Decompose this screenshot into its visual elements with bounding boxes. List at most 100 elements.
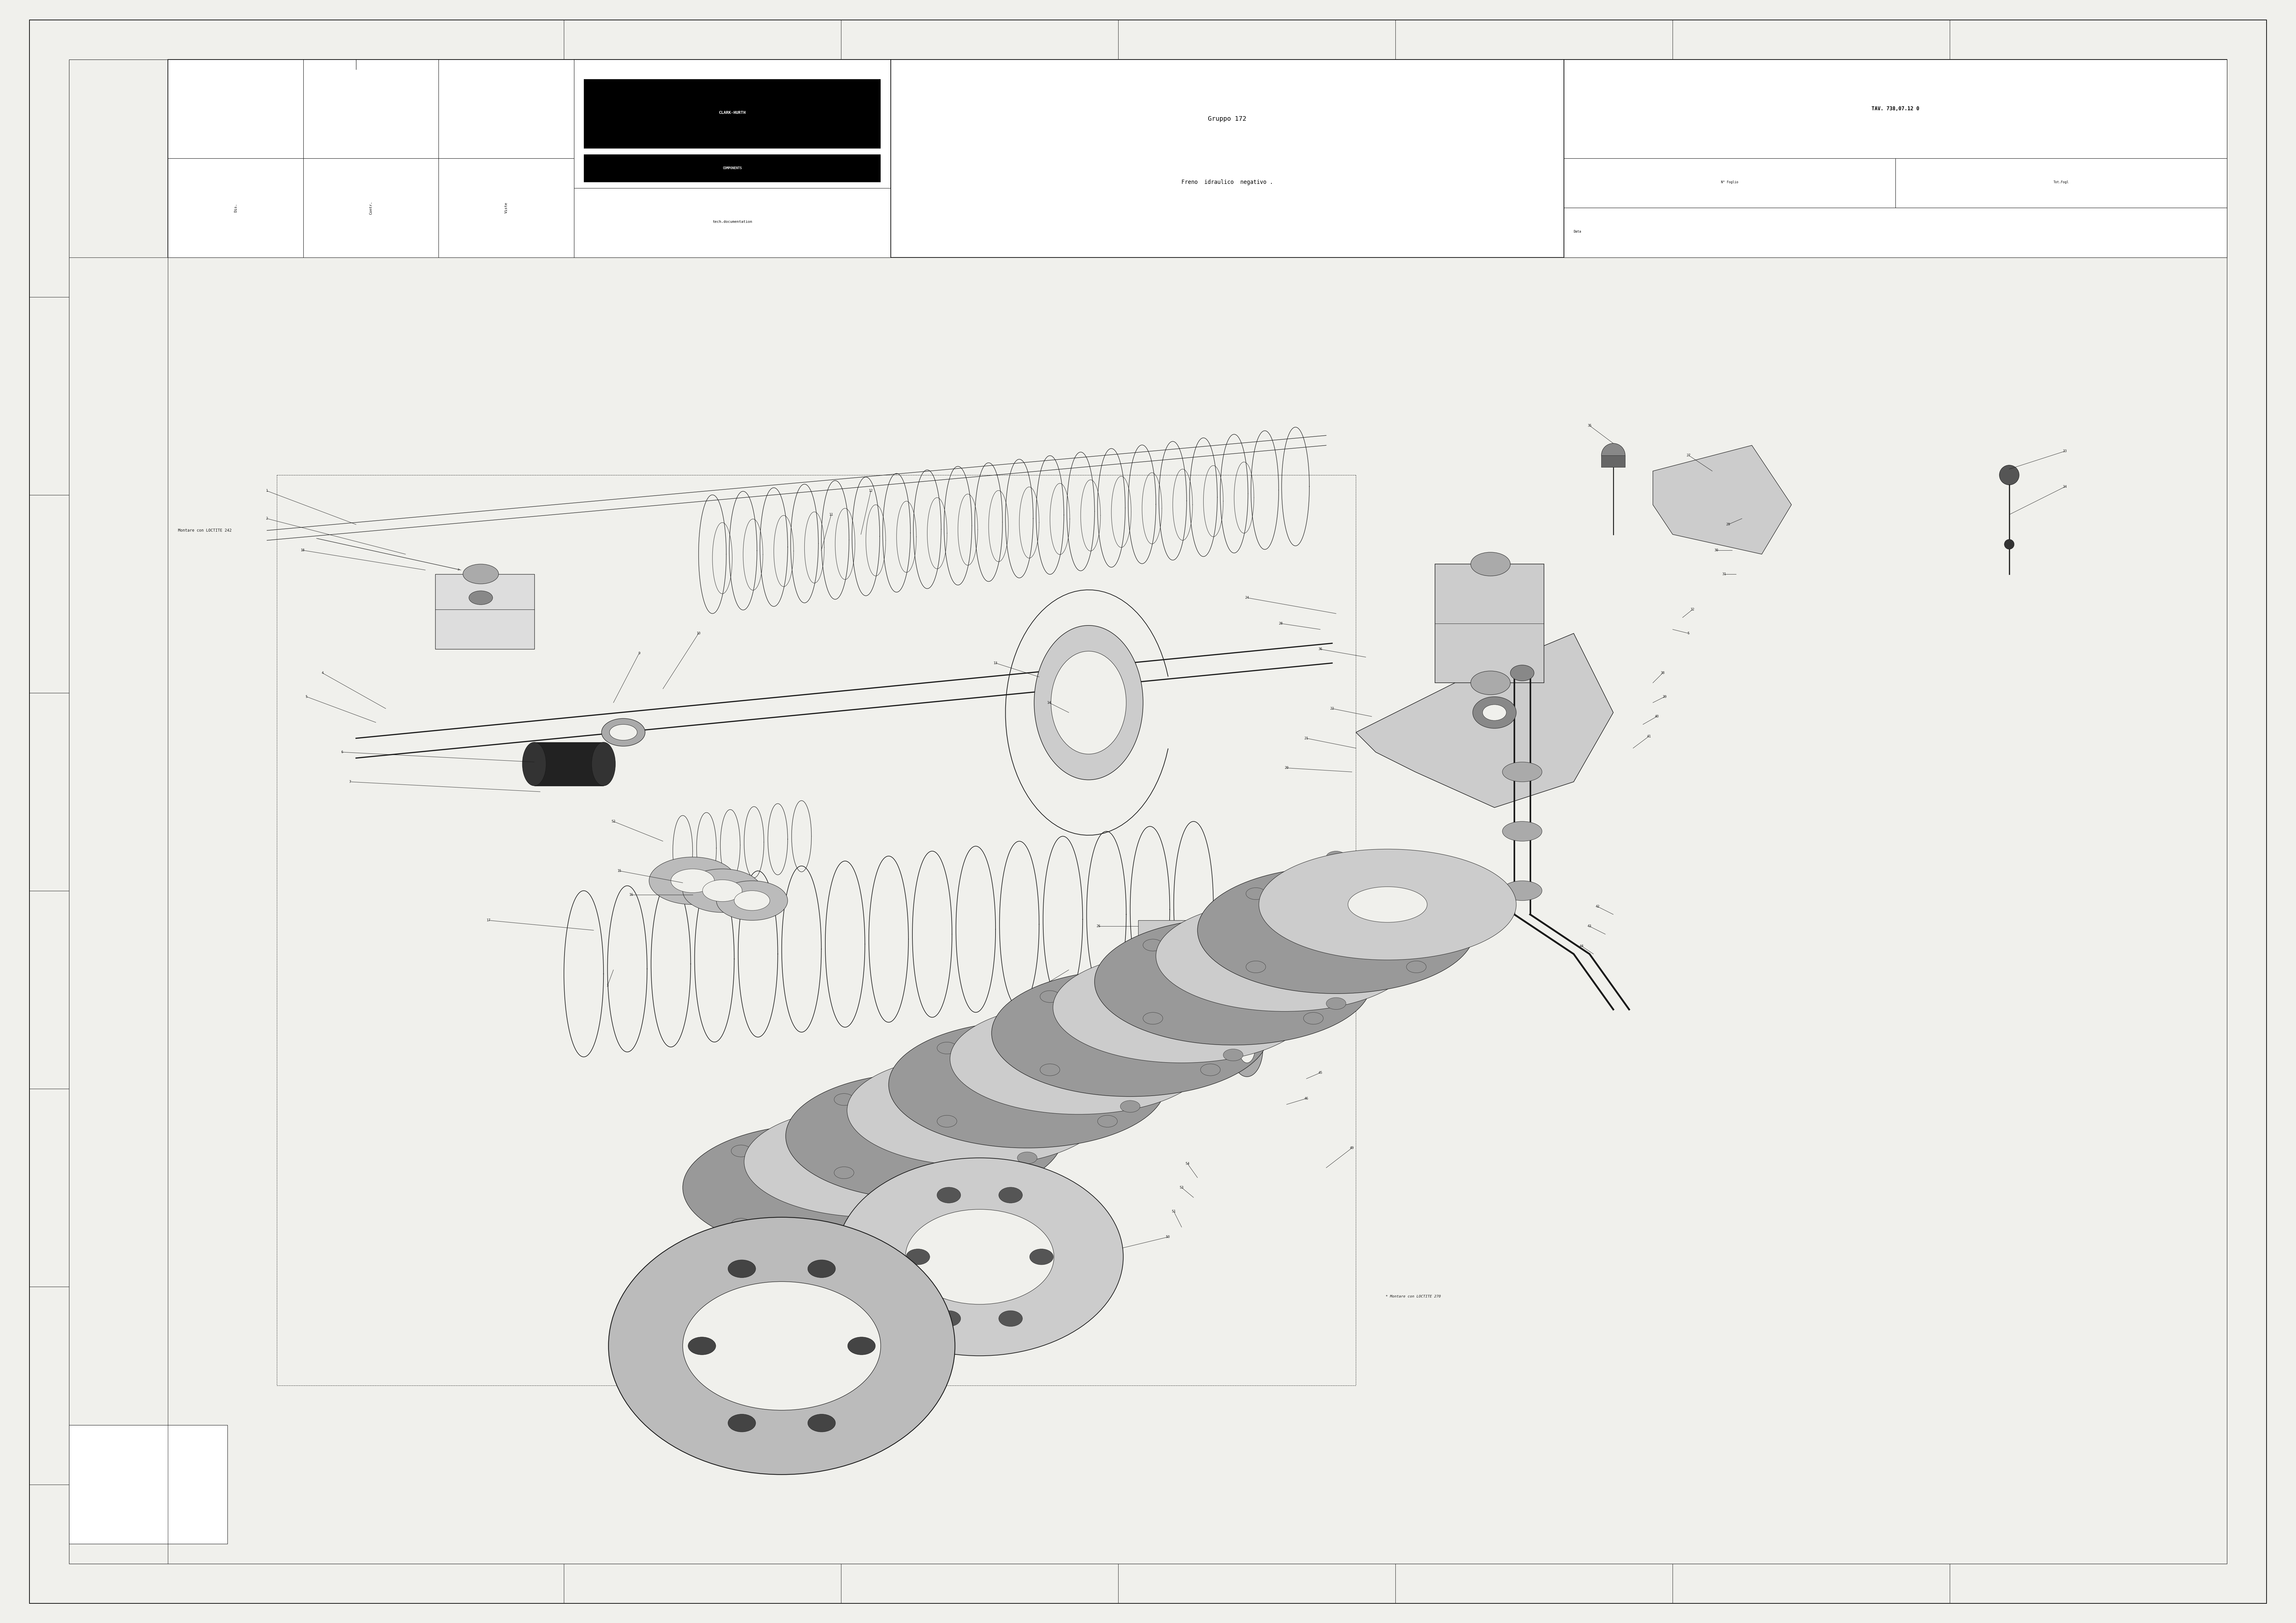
Ellipse shape bbox=[689, 1337, 716, 1355]
Ellipse shape bbox=[1040, 1040, 1118, 1076]
Text: Dis.: Dis. bbox=[234, 203, 236, 213]
Text: 17: 17 bbox=[487, 919, 491, 922]
Ellipse shape bbox=[914, 1203, 934, 1216]
Text: 20: 20 bbox=[1283, 766, 1288, 769]
Ellipse shape bbox=[1472, 552, 1511, 576]
Text: 32: 32 bbox=[1690, 609, 1694, 612]
Ellipse shape bbox=[1155, 901, 1414, 1011]
Ellipse shape bbox=[1304, 940, 1322, 951]
Ellipse shape bbox=[1040, 990, 1061, 1003]
Text: 50: 50 bbox=[1166, 1235, 1171, 1238]
Ellipse shape bbox=[1472, 696, 1515, 729]
Ellipse shape bbox=[1054, 953, 1311, 1063]
Text: 35: 35 bbox=[1587, 424, 1591, 427]
Text: 34: 34 bbox=[2062, 485, 2066, 489]
Text: 41: 41 bbox=[1646, 735, 1651, 738]
Ellipse shape bbox=[1097, 1115, 1118, 1128]
Text: Tot.Fogl: Tot.Fogl bbox=[2053, 180, 2069, 183]
Text: 10: 10 bbox=[696, 631, 700, 635]
Ellipse shape bbox=[781, 1170, 861, 1206]
Ellipse shape bbox=[847, 1337, 875, 1355]
Ellipse shape bbox=[1091, 1016, 1169, 1052]
Ellipse shape bbox=[810, 1109, 831, 1120]
Ellipse shape bbox=[1502, 763, 1543, 782]
Bar bbox=[1564, 60, 2227, 258]
Text: 12: 12 bbox=[868, 489, 872, 492]
Ellipse shape bbox=[1297, 912, 1375, 948]
Ellipse shape bbox=[994, 1094, 1015, 1105]
Text: 40: 40 bbox=[1655, 714, 1660, 717]
Ellipse shape bbox=[1052, 651, 1127, 755]
Text: Viste: Viste bbox=[505, 203, 507, 213]
Ellipse shape bbox=[891, 1144, 912, 1157]
Ellipse shape bbox=[1600, 443, 1626, 467]
Bar bbox=[1564, 208, 2227, 258]
Ellipse shape bbox=[1199, 867, 1474, 993]
Text: 39: 39 bbox=[1662, 695, 1667, 698]
Text: 43: 43 bbox=[1587, 925, 1591, 928]
Ellipse shape bbox=[682, 1125, 960, 1251]
Bar bbox=[574, 188, 891, 258]
Text: Montare con LOCTITE 242: Montare con LOCTITE 242 bbox=[177, 529, 232, 532]
Text: 36: 36 bbox=[1318, 648, 1322, 651]
Ellipse shape bbox=[716, 881, 788, 920]
Ellipse shape bbox=[1143, 1013, 1162, 1024]
Ellipse shape bbox=[833, 1167, 854, 1178]
Ellipse shape bbox=[608, 1217, 955, 1475]
Ellipse shape bbox=[999, 1186, 1022, 1203]
Ellipse shape bbox=[728, 1414, 755, 1431]
Text: 31: 31 bbox=[1722, 573, 1727, 576]
Text: 16: 16 bbox=[629, 893, 634, 896]
Ellipse shape bbox=[2004, 539, 2014, 549]
Text: 11: 11 bbox=[829, 513, 833, 516]
Bar bbox=[574, 60, 2227, 258]
Ellipse shape bbox=[994, 1167, 1015, 1178]
Ellipse shape bbox=[464, 565, 498, 584]
Text: 27: 27 bbox=[1688, 453, 1690, 456]
Text: * Montare con LOCTITE 270: * Montare con LOCTITE 270 bbox=[1384, 1295, 1442, 1298]
Ellipse shape bbox=[2000, 466, 2018, 485]
Ellipse shape bbox=[1095, 919, 1371, 1045]
Bar bbox=[1896, 159, 2227, 208]
Bar bbox=[303, 60, 439, 159]
Ellipse shape bbox=[608, 724, 638, 740]
Text: 14: 14 bbox=[1047, 701, 1052, 704]
Ellipse shape bbox=[1327, 850, 1345, 863]
Ellipse shape bbox=[1224, 902, 1242, 914]
Bar bbox=[69, 1425, 227, 1543]
Ellipse shape bbox=[1244, 938, 1325, 974]
Text: 52: 52 bbox=[611, 820, 615, 823]
Ellipse shape bbox=[1247, 961, 1265, 972]
Ellipse shape bbox=[1120, 1100, 1141, 1112]
Ellipse shape bbox=[1231, 1021, 1263, 1076]
Text: 49: 49 bbox=[1350, 1146, 1355, 1149]
Text: TAV. 738,07.12 0: TAV. 738,07.12 0 bbox=[1871, 107, 1919, 112]
Ellipse shape bbox=[992, 971, 1270, 1097]
Ellipse shape bbox=[735, 891, 769, 911]
Ellipse shape bbox=[1120, 954, 1141, 966]
Ellipse shape bbox=[785, 1073, 1063, 1199]
Bar bbox=[436, 575, 535, 649]
Text: 28: 28 bbox=[1279, 622, 1283, 625]
Ellipse shape bbox=[1258, 849, 1515, 959]
Polygon shape bbox=[1357, 633, 1614, 808]
Ellipse shape bbox=[602, 719, 645, 747]
Text: 25: 25 bbox=[1111, 964, 1116, 967]
Text: 51: 51 bbox=[1171, 1209, 1176, 1212]
Ellipse shape bbox=[1143, 940, 1162, 951]
Ellipse shape bbox=[1240, 1035, 1256, 1063]
Bar bbox=[303, 159, 439, 258]
Ellipse shape bbox=[650, 857, 737, 904]
Ellipse shape bbox=[889, 1021, 1166, 1147]
Text: Gruppo 172: Gruppo 172 bbox=[1208, 115, 1247, 122]
Ellipse shape bbox=[703, 880, 742, 901]
Text: 47: 47 bbox=[1180, 1011, 1185, 1014]
Text: 42: 42 bbox=[1596, 906, 1600, 909]
Ellipse shape bbox=[884, 1118, 964, 1154]
Ellipse shape bbox=[1483, 704, 1506, 721]
Ellipse shape bbox=[730, 1219, 751, 1230]
Text: 26: 26 bbox=[1097, 925, 1100, 928]
Text: Contr.: Contr. bbox=[370, 201, 372, 214]
Ellipse shape bbox=[833, 1144, 912, 1180]
Ellipse shape bbox=[730, 1144, 751, 1157]
